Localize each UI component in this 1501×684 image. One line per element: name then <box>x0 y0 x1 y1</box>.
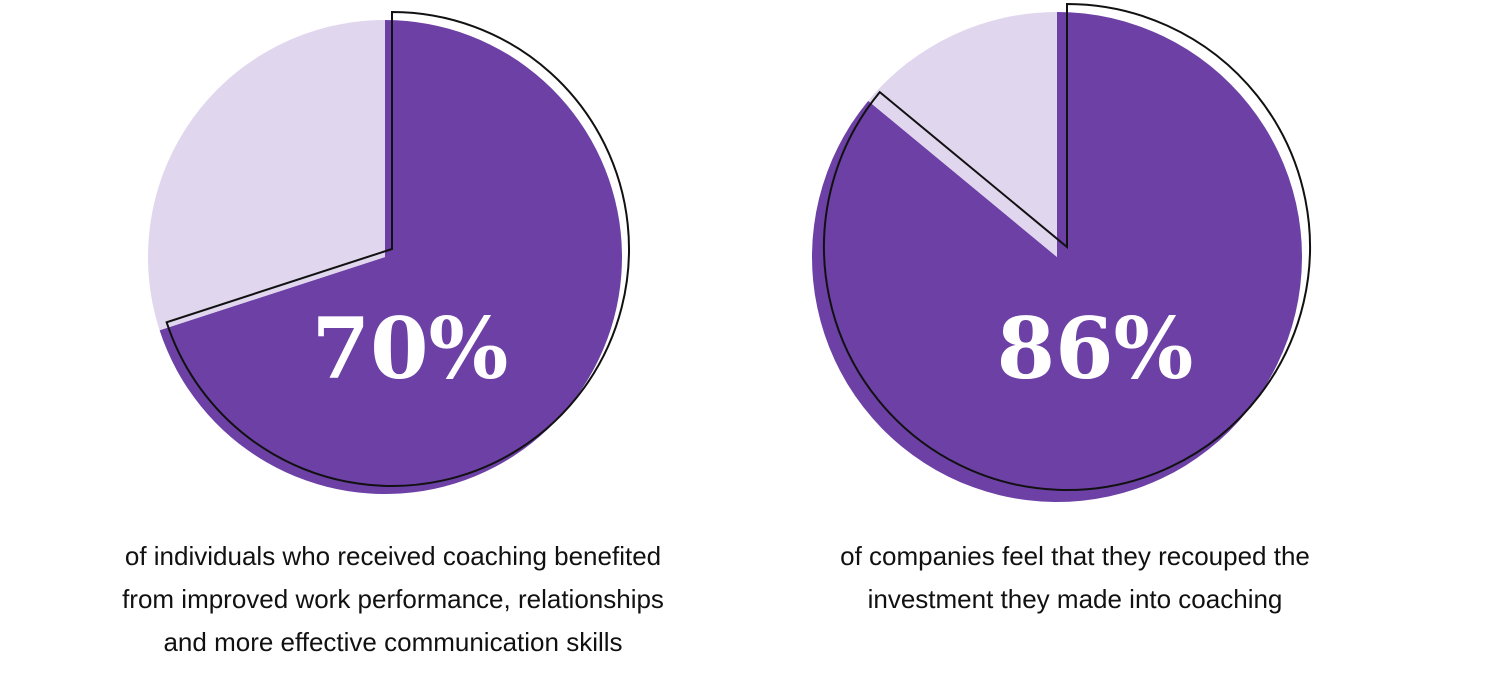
percent-label: 86% <box>997 299 1194 398</box>
caption-individuals: of individuals who received coaching ben… <box>73 535 713 664</box>
pie-slice-outline <box>823 2 1311 491</box>
caption-line: and more effective communication skills <box>163 627 623 657</box>
pie-chart-companies: 86% <box>811 2 1311 503</box>
caption-companies: of companies feel that they recouped the… <box>755 535 1395 621</box>
percent-label: 70% <box>312 299 509 398</box>
caption-line: from improved work performance, relation… <box>122 584 664 614</box>
pie-slice-primary <box>811 12 1302 503</box>
pie-slice-outline <box>165 10 630 487</box>
caption-line: of companies feel that they recouped the <box>840 541 1310 571</box>
pie-slice-primary <box>159 20 622 494</box>
pie-slice-remainder <box>868 11 1057 258</box>
caption-line: investment they made into coaching <box>867 584 1283 614</box>
pie-slice-remainder <box>147 20 385 331</box>
pie-chart-individuals: 70% <box>147 10 630 494</box>
caption-line: of individuals who received coaching ben… <box>124 541 662 571</box>
